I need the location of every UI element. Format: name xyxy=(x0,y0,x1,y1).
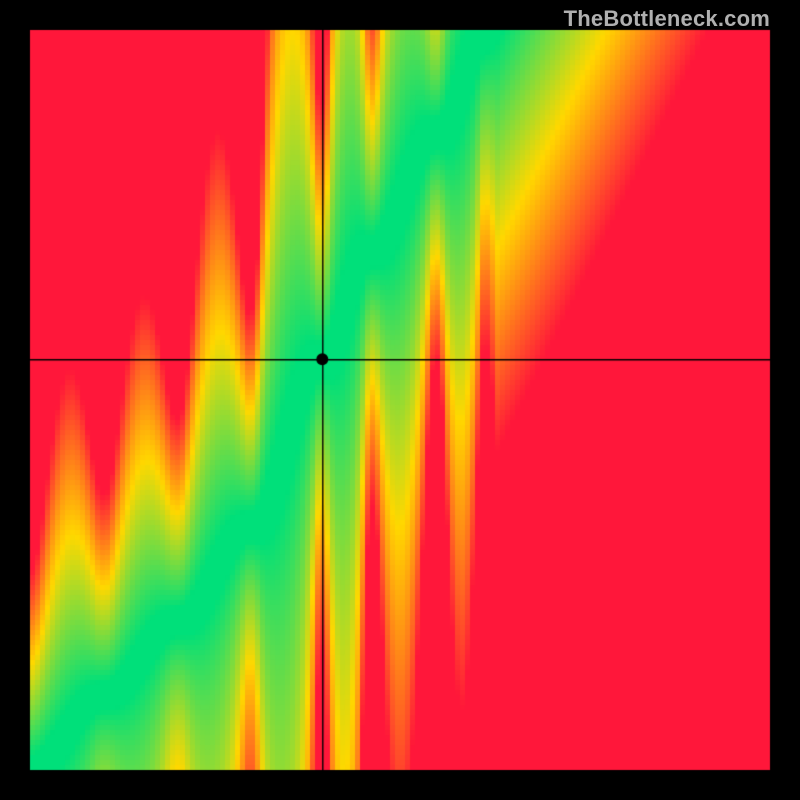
watermark-text: TheBottleneck.com xyxy=(564,6,770,32)
bottleneck-heatmap xyxy=(0,0,800,800)
chart-container: { "watermark": "TheBottleneck.com", "cha… xyxy=(0,0,800,800)
